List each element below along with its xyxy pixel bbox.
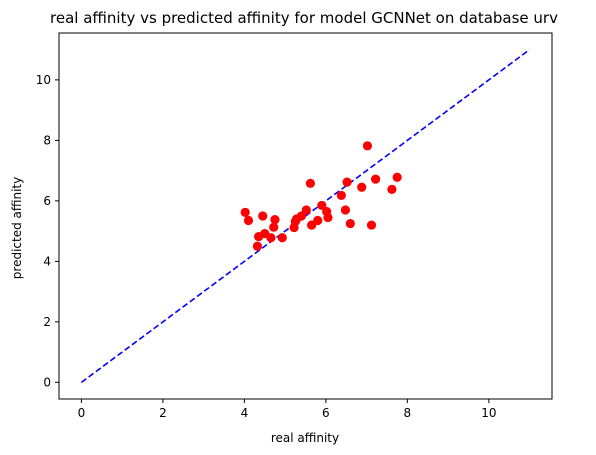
data-point xyxy=(370,174,381,184)
data-point xyxy=(301,205,311,215)
data-point xyxy=(345,218,355,229)
data-point xyxy=(387,184,397,194)
data-point xyxy=(340,205,351,215)
data-point xyxy=(366,220,377,230)
data-point xyxy=(336,190,346,201)
y-tick-label: 2 xyxy=(43,315,51,329)
x-tick-label: 6 xyxy=(322,406,330,420)
y-axis: 0 2 4 6 8 10 xyxy=(36,73,59,389)
x-tick-label: 8 xyxy=(404,406,412,420)
data-point xyxy=(362,141,373,151)
plot-frame xyxy=(58,32,553,400)
y-tick-label: 4 xyxy=(43,254,51,268)
data-point xyxy=(252,241,263,251)
y-tick-label: 10 xyxy=(36,73,51,87)
data-point xyxy=(240,207,250,217)
x-tick-label: 4 xyxy=(241,406,249,420)
x-axis-label: real affinity xyxy=(271,431,339,445)
chart-title: real affinity vs predicted affinity for … xyxy=(50,9,558,27)
data-point xyxy=(243,215,254,226)
data-point xyxy=(277,233,287,243)
data-point xyxy=(258,211,268,221)
x-axis: 0 2 4 6 8 10 xyxy=(78,399,496,420)
y-tick-label: 0 xyxy=(43,375,51,389)
y-tick-label: 6 xyxy=(43,194,51,208)
data-point xyxy=(323,212,333,223)
y-tick-label: 8 xyxy=(43,133,51,147)
data-point xyxy=(269,222,279,232)
data-point xyxy=(357,182,367,192)
y-axis-label: predicted affinity xyxy=(10,177,24,279)
x-tick-label: 0 xyxy=(78,406,86,420)
x-tick-label: 10 xyxy=(481,406,496,420)
x-tick-label: 2 xyxy=(159,406,167,420)
data-point xyxy=(270,215,280,225)
plot-area xyxy=(80,48,531,384)
data-point xyxy=(266,233,276,243)
data-point xyxy=(342,177,352,187)
data-point xyxy=(305,178,315,188)
data-point xyxy=(392,172,402,182)
data-point xyxy=(313,215,323,226)
